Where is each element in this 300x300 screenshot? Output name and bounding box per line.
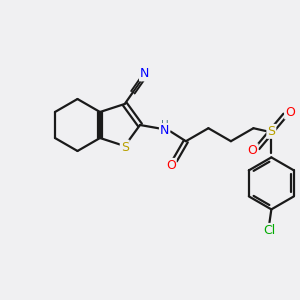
Text: O: O — [248, 144, 258, 157]
Text: N: N — [140, 68, 149, 80]
Text: S: S — [267, 125, 275, 138]
Text: H: H — [161, 119, 169, 130]
Text: Cl: Cl — [263, 224, 275, 237]
Text: O: O — [166, 159, 176, 172]
Text: S: S — [121, 140, 129, 154]
Text: O: O — [285, 106, 295, 118]
Text: N: N — [160, 124, 169, 137]
